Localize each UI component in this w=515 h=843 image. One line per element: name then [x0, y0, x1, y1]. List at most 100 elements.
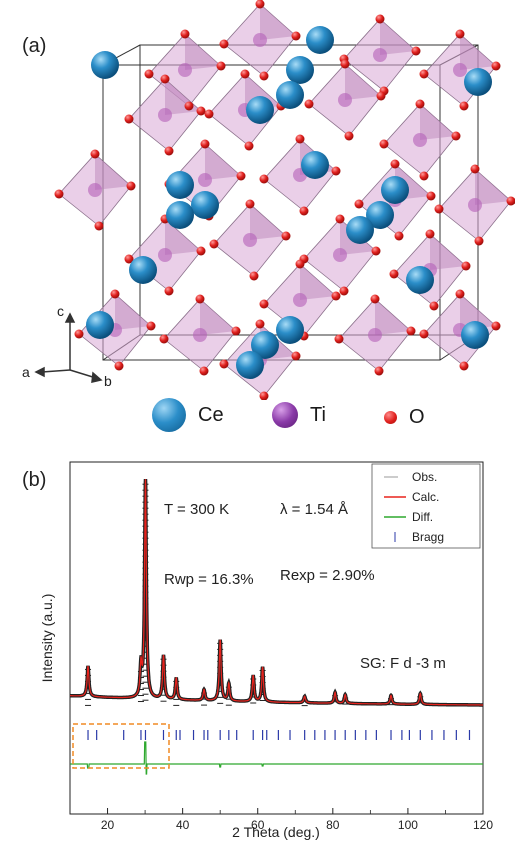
rwp-annotation: Rwp = 16.3%: [164, 571, 254, 588]
octahedron-face: [165, 219, 201, 255]
o-atom: [331, 166, 341, 176]
octahedron-face: [380, 19, 416, 55]
ce-atom: [91, 51, 119, 79]
octahedron-face: [95, 154, 131, 190]
ti-atom: [368, 328, 382, 342]
ce-atom: [366, 201, 394, 229]
ce-atom: [276, 316, 304, 344]
ti-atom-icon: [272, 402, 298, 428]
o-atom: [195, 294, 205, 304]
o-atom: [376, 91, 386, 101]
x-tick-label: 120: [473, 818, 493, 832]
o-atom: [199, 366, 209, 376]
o-atom: [124, 254, 134, 264]
legend-obs-label: Obs.: [412, 470, 437, 484]
legend-ti-label: Ti: [310, 403, 326, 426]
ce-atom: [301, 151, 329, 179]
o-atom: [459, 361, 469, 371]
o-atom: [180, 29, 190, 39]
ce-atom: [166, 201, 194, 229]
o-atom: [196, 106, 206, 116]
o-atom: [334, 334, 344, 344]
ti-atom: [158, 108, 172, 122]
o-atom: [255, 319, 265, 329]
o-atom: [419, 329, 429, 339]
octahedron-face: [260, 4, 296, 40]
o-atom: [425, 229, 435, 239]
o-atom: [340, 59, 350, 69]
ce-atom: [86, 311, 114, 339]
o-atom: [209, 239, 219, 249]
calc-series-line: [70, 479, 483, 706]
o-atom: [461, 261, 471, 271]
octahedron-face: [460, 294, 496, 330]
o-atom: [159, 334, 169, 344]
octahedron-face: [200, 299, 236, 335]
octahedron-face: [345, 64, 381, 100]
highlight-box: [72, 723, 170, 769]
o-atom: [411, 46, 421, 56]
octahedron-face: [460, 34, 496, 70]
ti-atom: [88, 183, 102, 197]
octahedron-face: [300, 264, 336, 300]
ce-atom: [406, 266, 434, 294]
o-atom: [94, 221, 104, 231]
ce-atom: [251, 331, 279, 359]
octahedron-face: [250, 204, 286, 240]
ti-atom: [253, 33, 267, 47]
ti-atom: [453, 63, 467, 77]
o-atom: [455, 289, 465, 299]
atom-legend: Ce Ti O: [0, 398, 515, 438]
ce-atom: [166, 171, 194, 199]
ti-atom: [413, 133, 427, 147]
o-atom: [219, 359, 229, 369]
o-atom: [371, 246, 381, 256]
legend-diff-label: Diff.: [412, 510, 433, 524]
ti-atom: [193, 328, 207, 342]
o-atom: [491, 61, 501, 71]
crystal-axes: [34, 312, 103, 383]
ce-atom: [236, 351, 264, 379]
o-atom: [344, 131, 354, 141]
octahedron-face: [185, 34, 221, 70]
x-tick-label: 60: [251, 818, 265, 832]
ti-atom: [468, 198, 482, 212]
o-atom: [434, 204, 444, 214]
ti-atom: [293, 293, 307, 307]
o-atom: [126, 181, 136, 191]
axis-a-label: a: [22, 364, 30, 380]
ce-atom: [461, 321, 489, 349]
o-atom: [419, 171, 429, 181]
legend-item-ce: Ce: [152, 398, 224, 432]
o-atom: [339, 286, 349, 296]
o-atom: [415, 99, 425, 109]
o-atom: [249, 271, 259, 281]
o-atom: [375, 14, 385, 24]
o-atom: [491, 321, 501, 331]
legend-frame: [371, 463, 481, 549]
o-atom: [379, 139, 389, 149]
ce-atom: [129, 256, 157, 284]
ce-atom-icon: [152, 398, 186, 432]
o-atom: [259, 299, 269, 309]
o-atom: [459, 101, 469, 111]
o-atom: [184, 101, 194, 111]
ce-atom: [191, 191, 219, 219]
legend-calc-label: Calc.: [412, 490, 439, 504]
o-atom: [455, 29, 465, 39]
o-atom: [390, 159, 400, 169]
o-atom: [219, 39, 229, 49]
octahedron-face: [430, 234, 466, 270]
ti-atom: [198, 173, 212, 187]
ce-atom: [306, 26, 334, 54]
o-atom: [236, 171, 246, 181]
x-axis-ticks: 20 40 60 80 100 120: [69, 808, 493, 832]
o-atom: [389, 269, 399, 279]
o-atom: [451, 131, 461, 141]
ti-atom: [243, 233, 257, 247]
o-atom: [374, 366, 384, 376]
o-atom: [90, 149, 100, 159]
legend-item-o: O: [384, 406, 425, 429]
xrd-refinement-chart: (b) 20 40 60 80 100 120 2 Theta (deg.) Intens…: [22, 461, 493, 840]
o-atom: [144, 69, 154, 79]
